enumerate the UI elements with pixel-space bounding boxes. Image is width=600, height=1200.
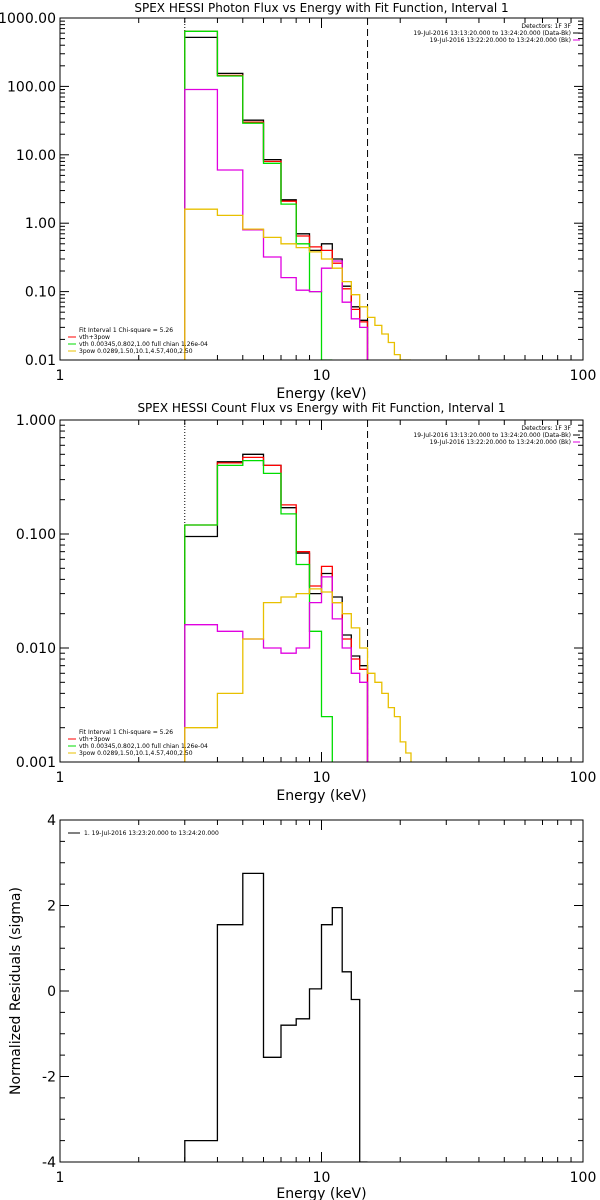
y-tick-label: 1.00	[25, 216, 56, 232]
y-tick-label: 0.01	[25, 353, 56, 369]
header-line: 19-Jul-2016 13:13:20.000 to 13:24:20.000…	[413, 30, 571, 37]
fit-legend-text: vth+3pow	[79, 334, 110, 341]
legend-text: 1. 19-Jul-2016 13:23:20.000 to 13:24:20.…	[84, 830, 219, 837]
series-green-line	[184, 459, 333, 762]
x-tick-label: 100	[570, 770, 597, 786]
y-tick-label: 0.10	[25, 285, 56, 301]
fit-legend-text: vth 0.00345,0.802,1.00 full chian 1.26e-…	[79, 743, 208, 750]
y-tick-label: 1.000	[16, 413, 56, 429]
series-yellow-line	[184, 588, 412, 762]
y-tick-label: -2	[42, 1070, 56, 1086]
x-tick-label: 1	[56, 770, 65, 786]
y-tick-label: 0.001	[16, 755, 56, 771]
y-tick-label: 0.010	[16, 641, 56, 657]
x-axis-label: Energy (keV)	[276, 386, 366, 402]
photon-flux-panel: SPEX HESSI Photon Flux vs Energy with Fi…	[0, 1, 596, 402]
x-tick-label: 1	[56, 368, 65, 384]
series-green-line	[184, 30, 333, 360]
fit-legend-text: 3pow 0.0289,1.50,10.1,4.57,400,2.50	[79, 750, 193, 757]
plot-frame	[59, 419, 584, 763]
y-tick-label: 10.00	[16, 148, 56, 164]
y-tick-label: -4	[42, 1155, 56, 1171]
y-tick-label: 0	[47, 984, 56, 1000]
chart-title: SPEX HESSI Photon Flux vs Energy with Fi…	[134, 1, 508, 15]
fit-legend-text: Fit Interval 1 Chi-square = 5.26	[79, 729, 173, 736]
series-black-line	[184, 36, 369, 360]
series-yellow-line	[184, 208, 411, 360]
fit-legend-text: 3pow 0.0289,1.50,10.1,4.57,400,2.50	[79, 348, 193, 355]
series-magenta-line	[184, 88, 369, 360]
residuals-panel: Energy (keV) Normalized Residuals (sigma)…	[8, 813, 596, 1200]
plot-frame	[59, 17, 584, 361]
y-tick-label: 0.100	[16, 527, 56, 543]
header-line: 19-Jul-2016 13:22:20.000 to 13:24:20.000…	[430, 37, 571, 44]
chart-title: SPEX HESSI Count Flux vs Energy with Fit…	[137, 401, 505, 415]
header-line: 19-Jul-2016 13:22:20.000 to 13:24:20.000…	[430, 439, 571, 446]
series-black-line	[184, 453, 369, 762]
series-red-line	[184, 30, 369, 360]
fit-legend-text: Fit Interval 1 Chi-square = 5.26	[79, 327, 173, 334]
count-flux-panel: SPEX HESSI Count Flux vs Energy with Fit…	[16, 401, 596, 804]
series-magenta-line	[184, 576, 369, 762]
series-group	[184, 453, 412, 762]
y-tick-label: 2	[47, 899, 56, 915]
fit-legend-text: vth+3pow	[79, 736, 110, 743]
fit-legend-text: vth 0.00345,0.802,1.00 full chian 1.26e-…	[79, 341, 208, 348]
series-black-line	[184, 872, 368, 1162]
y-axis-label: Normalized Residuals (sigma)	[8, 887, 24, 1095]
series-red-line	[184, 456, 369, 762]
plot-frame	[59, 819, 584, 1163]
x-tick-label: 10	[313, 770, 331, 786]
series-group	[184, 872, 368, 1162]
x-axis-label: Energy (keV)	[276, 1186, 366, 1200]
x-tick-label: 10	[313, 1170, 331, 1186]
x-axis-label: Energy (keV)	[276, 788, 366, 804]
y-tick-label: 4	[47, 813, 56, 829]
header-line: Detectors: 1F 3F	[521, 425, 571, 432]
x-tick-label: 10	[313, 368, 331, 384]
header-line: Detectors: 1F 3F	[521, 23, 571, 30]
x-tick-label: 1	[56, 1170, 65, 1186]
y-tick-label: 1000.00	[0, 11, 56, 27]
x-tick-label: 100	[570, 368, 597, 384]
x-tick-label: 100	[570, 1170, 597, 1186]
y-tick-label: 100.00	[7, 79, 56, 95]
header-line: 19-Jul-2016 13:13:20.000 to 13:24:20.000…	[413, 432, 571, 439]
series-group	[184, 30, 411, 360]
